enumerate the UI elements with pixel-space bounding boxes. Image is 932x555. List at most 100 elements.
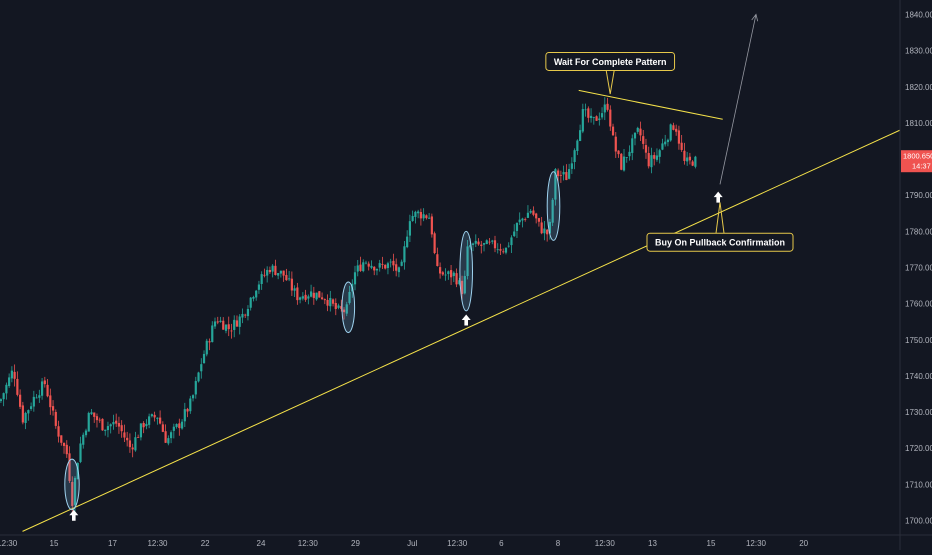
candle-down xyxy=(565,172,568,181)
candle-down xyxy=(93,412,96,417)
candle-up xyxy=(362,262,365,272)
candle-up xyxy=(600,113,604,118)
candle-up xyxy=(238,316,241,327)
candle-down xyxy=(614,136,617,152)
candle-up xyxy=(112,422,115,425)
candle-down xyxy=(331,299,335,304)
candle-up xyxy=(10,370,13,379)
candle-up xyxy=(496,249,499,251)
candle-down xyxy=(546,229,549,235)
candle-down xyxy=(244,314,247,316)
annotation-box xyxy=(646,232,794,252)
candle-down xyxy=(60,435,63,443)
candle-down xyxy=(342,309,346,313)
candle-up xyxy=(669,124,672,141)
y-tick-label: 1710.000 xyxy=(905,480,932,489)
candle-up xyxy=(650,155,653,168)
candle-up xyxy=(452,272,455,277)
candle-up xyxy=(592,117,595,118)
x-tick-label: 8 xyxy=(556,539,561,548)
candle-up xyxy=(90,412,93,415)
candle-up xyxy=(554,169,557,200)
annotation-pointer xyxy=(715,202,725,234)
highlight-ellipse[interactable] xyxy=(459,230,474,312)
resistance-line[interactable] xyxy=(578,89,723,120)
last-price-value: 1800.650 xyxy=(903,152,932,161)
candle-down xyxy=(395,264,398,271)
candle-up xyxy=(504,247,508,253)
candle-down xyxy=(101,418,104,431)
candle-up xyxy=(568,169,571,179)
candle-up xyxy=(87,412,90,432)
candle-up xyxy=(255,290,258,298)
candle-up xyxy=(145,423,148,427)
candle-up xyxy=(576,140,579,151)
candle-up xyxy=(655,155,659,160)
candle-down xyxy=(161,424,164,432)
candle-down xyxy=(46,384,49,397)
y-tick-label: 1820.000 xyxy=(905,83,932,92)
candle-up xyxy=(183,409,186,422)
candle-up xyxy=(694,156,697,167)
highlight-ellipse[interactable] xyxy=(341,281,356,334)
support-trendline[interactable] xyxy=(22,129,901,532)
candle-up xyxy=(8,377,11,387)
x-tick-label: 12:30 xyxy=(595,539,616,548)
candle-up xyxy=(315,292,318,300)
candle-up xyxy=(241,313,244,318)
annotations-layer: Wait For Complete Pattern Buy On Pullback… xyxy=(545,51,794,252)
up-arrow-marker xyxy=(713,191,723,203)
candle-up xyxy=(169,432,173,439)
candle-down xyxy=(460,280,464,295)
highlight-ellipse[interactable] xyxy=(64,458,80,511)
y-tick-label: 1760.000 xyxy=(905,300,932,309)
candle-down xyxy=(611,126,615,136)
candle-down xyxy=(540,222,543,234)
annotation-text: Wait For Complete Pattern xyxy=(554,57,667,67)
candle-down xyxy=(57,426,60,437)
candle-down xyxy=(340,306,343,309)
x-tick-label: 13 xyxy=(648,539,657,548)
candle-up xyxy=(5,384,8,394)
annotation-callout[interactable]: Wait For Complete Pattern xyxy=(545,51,676,95)
candle-up xyxy=(518,219,521,223)
candle-down xyxy=(675,128,678,132)
candle-up xyxy=(109,424,112,427)
projection-arrow-line[interactable] xyxy=(719,14,757,185)
candle-up xyxy=(664,141,667,145)
x-tick-label: 17 xyxy=(108,539,117,548)
annotation-callout[interactable]: Buy On Pullback Confirmation xyxy=(646,202,794,252)
candle-up xyxy=(167,438,170,444)
x-tick-label: 20 xyxy=(799,539,808,548)
candle-down xyxy=(559,175,562,177)
candle-up xyxy=(277,273,280,276)
candle-up xyxy=(172,426,175,431)
candle-up xyxy=(202,353,206,364)
candle-down xyxy=(326,299,329,306)
candle-down xyxy=(535,213,538,219)
candle-down xyxy=(178,423,181,429)
candle-up xyxy=(581,109,584,132)
candle-up xyxy=(301,296,304,299)
candle-up xyxy=(603,104,606,113)
x-axis: 12:30 15 17 12:30 22 24 12:30 29 Jul 12:30 6 8 12:30… xyxy=(0,534,932,548)
annotation-pointer xyxy=(605,70,615,95)
x-tick-label: Jul xyxy=(407,539,417,548)
x-tick-label: 12:30 xyxy=(298,539,319,548)
candle-down xyxy=(117,423,121,427)
candle-up xyxy=(636,127,639,132)
candle-up xyxy=(471,243,475,245)
candle-down xyxy=(367,263,370,267)
candle-up xyxy=(526,212,530,218)
candle-up xyxy=(0,399,3,402)
candle-down xyxy=(126,437,129,441)
candle-up xyxy=(148,416,151,425)
candle-down xyxy=(691,161,694,166)
candle-down xyxy=(433,233,436,254)
candle-down xyxy=(419,212,422,219)
candle-up xyxy=(622,156,626,171)
candle-down xyxy=(137,437,140,438)
highlight-ellipse[interactable] xyxy=(546,171,561,241)
